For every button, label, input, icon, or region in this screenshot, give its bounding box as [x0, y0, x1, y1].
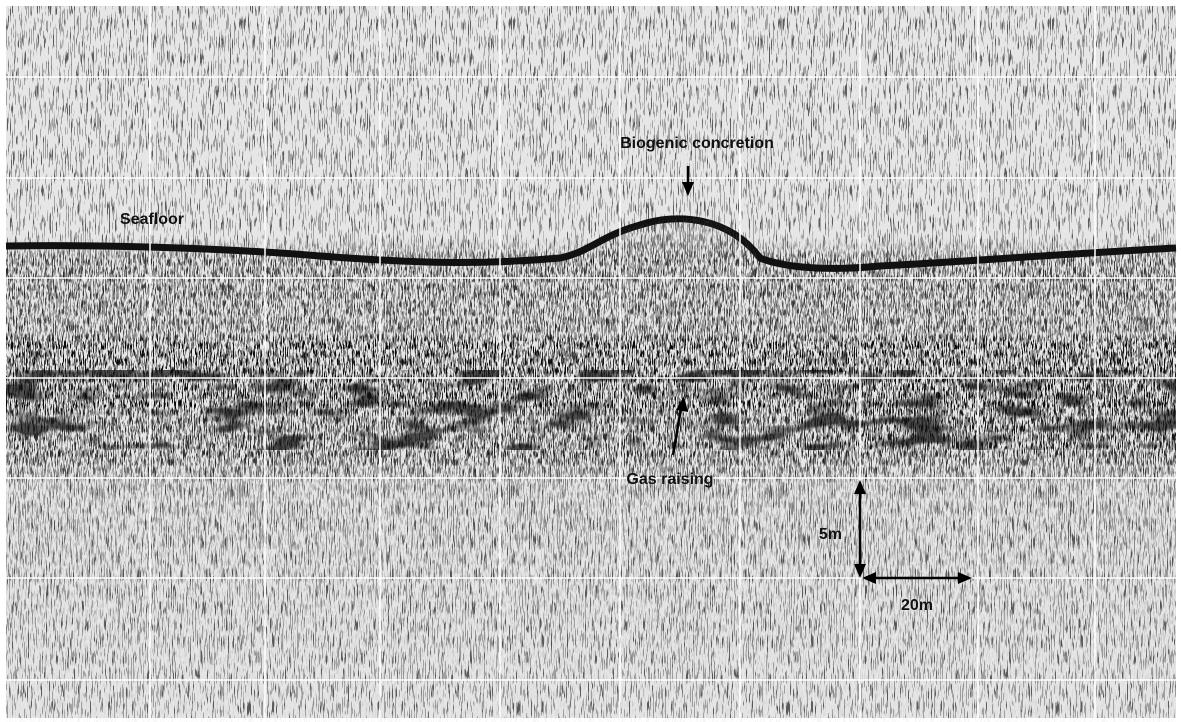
label: Gas raising: [626, 471, 713, 488]
label: Seafloor: [120, 211, 184, 228]
scale-label: 5m: [819, 526, 842, 543]
scale-label: 20m: [901, 597, 933, 614]
label: Biogenic concretion: [620, 135, 774, 152]
sonar-profile: Seafloor Biogenic concretion Gas raising…: [0, 0, 1181, 722]
sediment-texture: [6, 0, 1176, 722]
reflector-band: [820, 380, 1176, 450]
